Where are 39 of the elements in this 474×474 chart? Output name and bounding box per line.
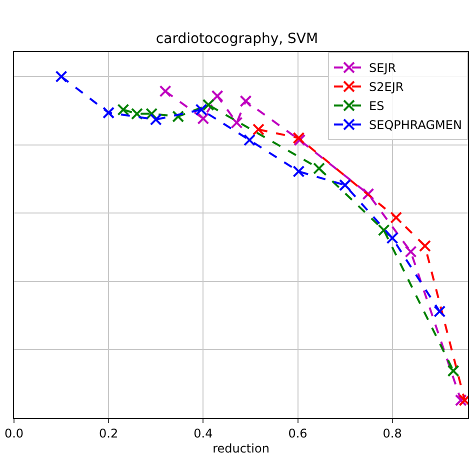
legend-label: ES bbox=[369, 99, 384, 114]
point bbox=[195, 104, 208, 116]
point bbox=[159, 85, 172, 98]
point bbox=[172, 110, 184, 122]
point bbox=[404, 246, 417, 258]
point bbox=[197, 112, 210, 125]
point bbox=[150, 114, 162, 126]
point bbox=[55, 70, 68, 83]
point bbox=[339, 179, 352, 192]
legend-label: SEJR bbox=[369, 61, 396, 76]
x-axis-title: reduction bbox=[212, 441, 270, 456]
point bbox=[146, 108, 158, 120]
point bbox=[130, 108, 143, 120]
point bbox=[386, 232, 398, 244]
point bbox=[454, 394, 467, 406]
x-tick-label: 0.2 bbox=[99, 426, 118, 440]
point bbox=[378, 224, 390, 236]
point bbox=[211, 90, 224, 102]
chart-title: cardiotocography, SVM bbox=[156, 30, 318, 47]
point bbox=[418, 240, 431, 252]
legend-label: S2EJR bbox=[369, 80, 404, 94]
point bbox=[102, 106, 115, 119]
point bbox=[362, 188, 374, 200]
point bbox=[117, 104, 130, 116]
x-tick-label: 0.0 bbox=[4, 426, 24, 440]
x-tick-label: 0.6 bbox=[288, 426, 308, 440]
point bbox=[313, 162, 326, 174]
point bbox=[447, 364, 460, 377]
point bbox=[230, 116, 243, 129]
x-tick-label: 0.8 bbox=[382, 426, 402, 440]
x-tick-label: 0.4 bbox=[194, 426, 213, 440]
point bbox=[434, 305, 446, 318]
legend-label: SEQPHRAGMEN bbox=[369, 118, 462, 132]
point bbox=[240, 95, 252, 108]
point bbox=[244, 134, 256, 146]
point bbox=[390, 212, 402, 224]
point bbox=[252, 123, 264, 136]
point bbox=[292, 165, 305, 178]
point bbox=[202, 98, 214, 111]
